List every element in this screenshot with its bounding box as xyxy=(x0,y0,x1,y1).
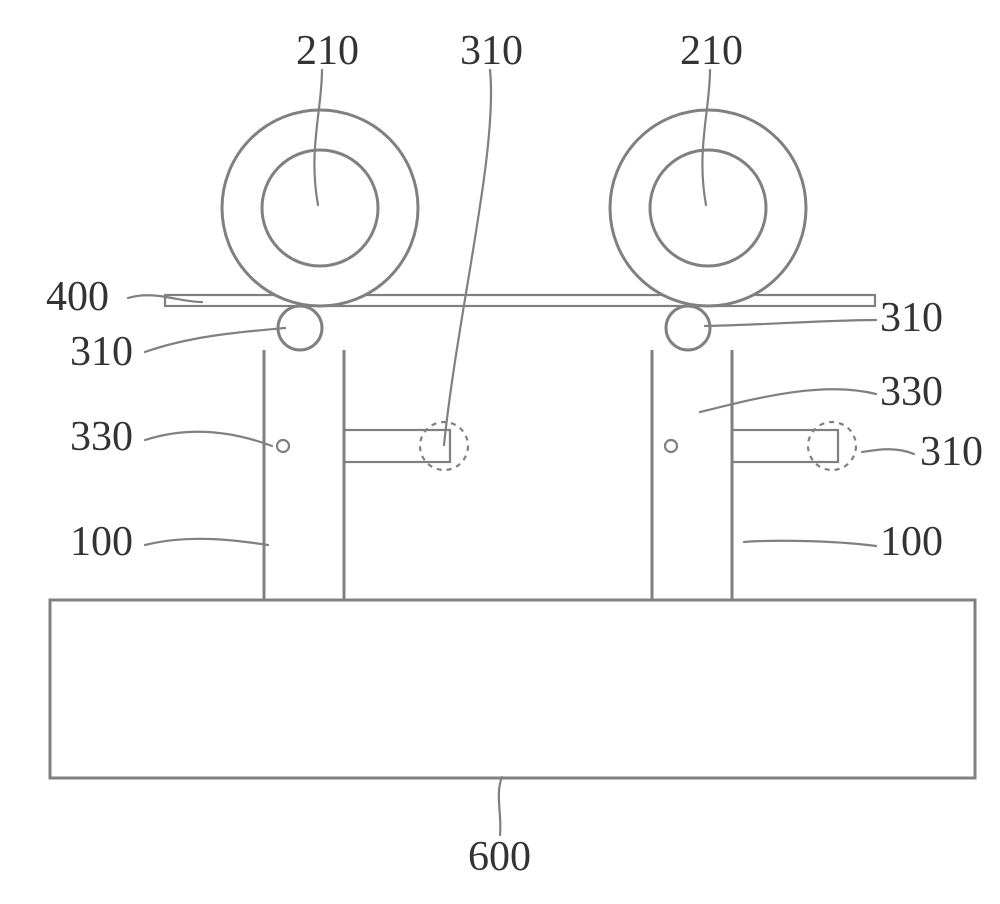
wheel-a-210 xyxy=(222,110,418,306)
label-l310l: 310 xyxy=(70,329,133,375)
label-l330l: 330 xyxy=(70,414,133,460)
label-l330r: 330 xyxy=(880,369,943,415)
patent-diagram: 210 310 210 400 310 310 330 330 310 100 100 600 xyxy=(0,0,1000,904)
post-b-100 xyxy=(652,350,732,600)
label-l310top: 310 xyxy=(460,28,523,74)
label-l400: 400 xyxy=(46,274,109,320)
label-l100l: 100 xyxy=(70,519,133,565)
base-600 xyxy=(50,600,975,778)
post-a-100 xyxy=(264,350,344,600)
wheel-b-210 xyxy=(610,110,806,306)
roller-b-310 xyxy=(666,306,710,350)
label-l600: 600 xyxy=(468,834,531,880)
label-l310r: 310 xyxy=(880,295,943,341)
label-l210b: 210 xyxy=(680,28,743,74)
label-l100r: 100 xyxy=(880,519,943,565)
label-l210a: 210 xyxy=(296,28,359,74)
label-l310br: 310 xyxy=(920,429,983,475)
